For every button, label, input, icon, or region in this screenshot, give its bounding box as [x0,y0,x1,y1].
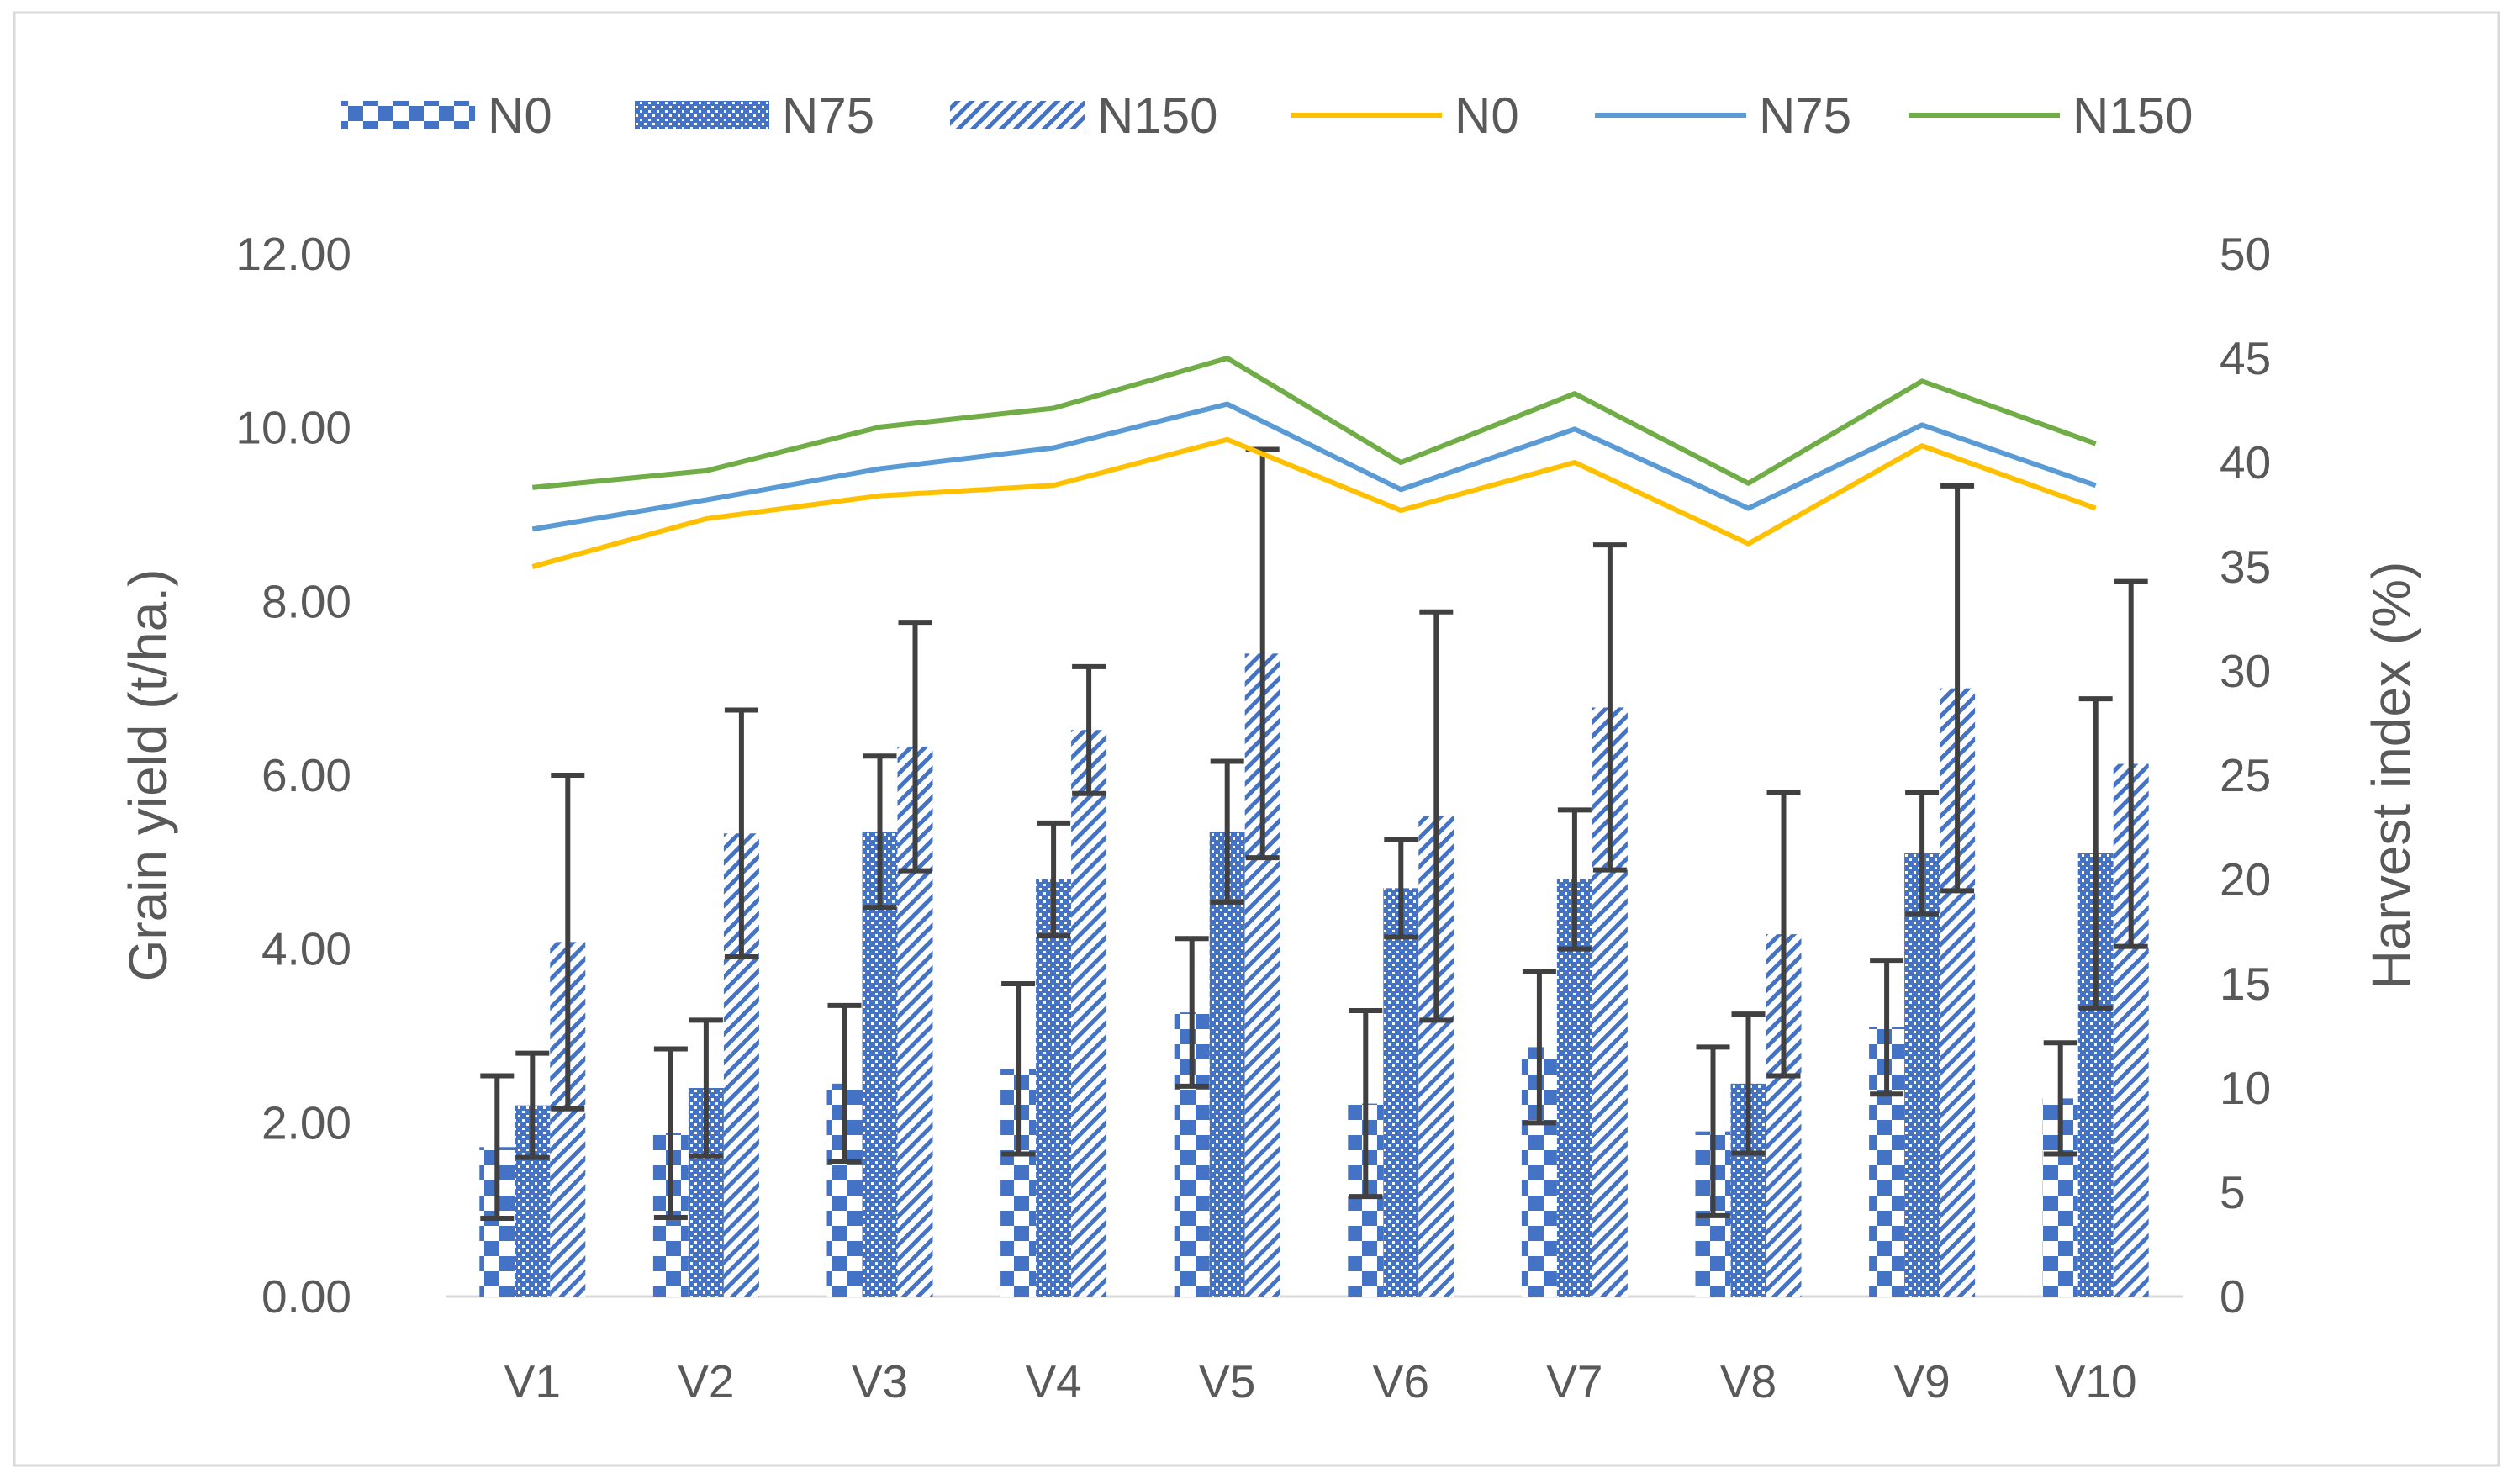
x-tick-label: V6 [1373,1355,1429,1407]
error-bar [515,1050,550,1160]
error-bar [1037,820,1071,939]
error-bar [689,1017,723,1159]
bar-diagonal [1071,730,1107,1297]
error-bar [1696,1044,1730,1218]
error-bar [1766,790,1801,1079]
y2-tick-label: 30 [2220,645,2271,697]
error-bar [1175,936,1209,1089]
legend-label: N75 [782,87,874,144]
error-bar [724,707,758,959]
error-bar [1870,958,1904,1097]
legend-item: N0 [341,87,552,144]
error-bar [551,773,585,1112]
bar-dots [1209,832,1245,1297]
legend-item: N75 [635,87,874,144]
y2-axis-title: Harvest index (%) [2361,562,2421,990]
legend-label: N75 [1759,87,1851,144]
y2-tick-label: 25 [2220,749,2271,801]
y2-tick-label: 20 [2220,853,2271,906]
legend-item: N150 [1909,87,2193,144]
y2-tick-label: 5 [2220,1166,2246,1218]
y2-tick-label: 0 [2220,1270,2246,1323]
error-bar [1001,981,1036,1157]
line-series-n150 [532,356,2097,490]
x-tick-label: V3 [852,1355,908,1407]
error-bar [898,620,932,874]
error-bar [1940,483,1975,894]
error-bar [2114,578,2148,949]
y2-tick-label: 45 [2220,332,2271,384]
legend-label: N150 [2072,87,2193,144]
error-bar [1905,790,1940,917]
error-bar [827,1002,862,1164]
y-tick-label: 4.00 [261,923,351,975]
x-tick-label: V4 [1025,1355,1081,1407]
x-tick-label: V9 [1893,1355,1950,1407]
error-bar [1072,663,1106,796]
x-tick-label: V1 [504,1355,561,1407]
error-bar [2043,1040,2077,1157]
error-bar [1557,807,1592,952]
legend-label: N0 [1454,87,1519,144]
error-bar [1349,1008,1383,1200]
error-bar [1419,609,1454,1023]
legend-label: N0 [488,87,552,144]
y-tick-label: 12.00 [235,228,351,280]
error-bar [1731,1011,1766,1156]
legend-item: N0 [1291,87,1519,144]
legend-swatch [950,101,1085,129]
bar-dots [1904,853,1940,1297]
error-bar [1384,837,1418,940]
error-bar [480,1073,515,1221]
error-bar [2078,696,2113,1011]
x-tick-label: V8 [1720,1355,1777,1407]
error-bar [1210,758,1244,905]
y2-tick-label: 10 [2220,1062,2271,1114]
y-axis-title: Grain yield (t/ha.) [118,569,178,982]
y2-tick-label: 50 [2220,228,2271,280]
y-tick-label: 2.00 [261,1096,351,1149]
error-bars [480,446,2148,1221]
y-tick-label: 8.00 [261,575,351,627]
y2-tick-label: 15 [2220,958,2271,1010]
y2-tick-label: 35 [2220,541,2271,593]
bar-dots [1036,879,1072,1297]
x-tick-label: V2 [678,1355,734,1407]
legend-label: N150 [1097,87,1217,144]
error-bar [863,753,897,911]
bar-dots [1383,888,1419,1297]
y-tick-label: 10.00 [235,402,351,454]
axes: 0.00 2.00 4.00 6.00 8.00 10.00 12.00 0 5 10 15 20 25… [118,228,2421,1407]
x-tick-label: V5 [1199,1355,1255,1407]
legend: N0 N75 N150 N0 N75 N150 [341,87,2193,144]
legend-item: N75 [1595,87,1851,144]
y-tick-label: 6.00 [261,749,351,801]
legend-item: N150 [950,87,1217,144]
error-bar [1592,542,1627,873]
legend-swatch [635,101,769,129]
x-tick-label: V10 [2055,1355,2137,1407]
legend-swatch [341,101,475,129]
line-series-n0 [531,436,2097,569]
y-tick-label: 0.00 [261,1270,351,1323]
lines [531,356,2097,569]
y2-tick-label: 40 [2220,436,2271,489]
error-bar [1522,969,1556,1126]
error-bar [653,1046,688,1220]
line-series-n75 [531,401,2097,532]
x-tick-label: V7 [1546,1355,1602,1407]
